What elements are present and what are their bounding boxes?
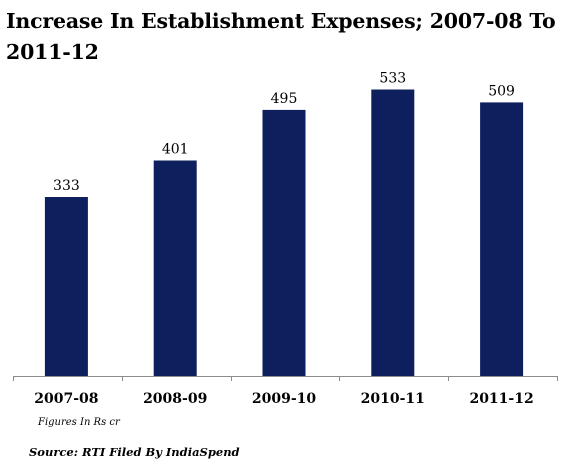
value-label-2011-12: 509 — [488, 83, 515, 99]
value-label-2007-08: 333 — [53, 178, 80, 194]
x-tick-label-2008-09: 2008-09 — [143, 391, 207, 407]
source-note: Source: RTI Filed By IndiaSpend — [29, 445, 240, 459]
x-tick-label-2009-10: 2009-10 — [252, 391, 317, 407]
value-labels-group: 333 401 495 533 509 — [53, 71, 515, 195]
x-tick-labels-group: 2007-08 2008-09 2009-10 2010-11 2011-12 — [34, 391, 533, 407]
value-label-2008-09: 401 — [162, 142, 189, 158]
bar-2011-12 — [480, 102, 524, 377]
x-tick-label-2007-08: 2007-08 — [34, 391, 98, 407]
bar-2008-09 — [153, 160, 197, 376]
bar-2010-11 — [371, 89, 415, 376]
bar-2009-10 — [262, 109, 306, 377]
chart-title: Increase In Establishment Expenses; 2007… — [6, 9, 556, 64]
bars-group — [44, 89, 524, 377]
x-tick-label-2010-11: 2010-11 — [361, 391, 425, 407]
x-tick-label-2011-12: 2011-12 — [469, 391, 533, 407]
value-label-2009-10: 495 — [271, 91, 298, 107]
figures-unit-note: Figures In Rs cr — [38, 417, 120, 428]
bar-2007-08 — [44, 197, 88, 376]
value-label-2010-11: 533 — [379, 71, 406, 87]
x-axis — [13, 376, 558, 381]
